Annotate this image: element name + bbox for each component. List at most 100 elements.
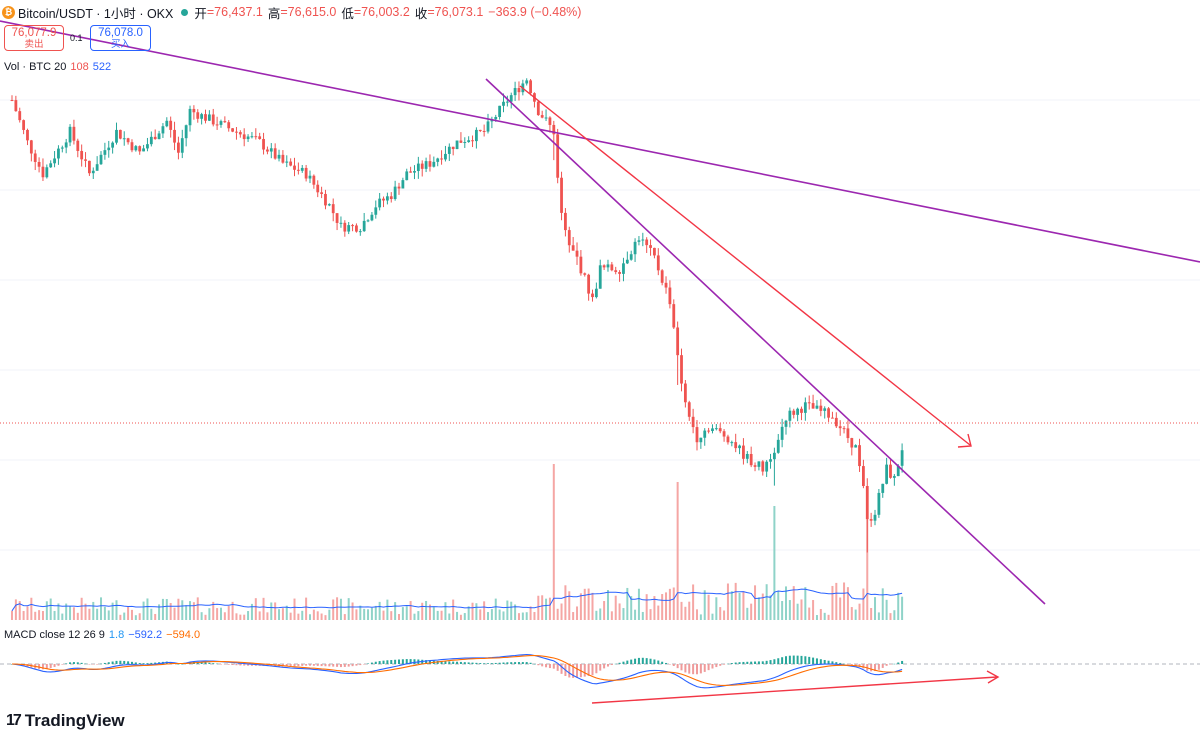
macd-hist-bar	[889, 664, 892, 665]
volume-bar	[30, 597, 33, 620]
macd-hist-bar	[440, 661, 443, 664]
volume-bar	[378, 601, 381, 620]
volume-bar	[312, 609, 315, 620]
candle-body	[540, 115, 544, 118]
macd-hist-bar	[645, 658, 648, 664]
macd-hist-bar	[862, 664, 865, 669]
macd-hist-bar	[568, 664, 571, 678]
volume-bar	[165, 599, 168, 620]
volume-bar	[14, 599, 17, 620]
red-channel-trendline[interactable]	[519, 85, 971, 446]
candle-body	[680, 355, 683, 384]
volume-bar	[390, 611, 393, 620]
volume-bar	[591, 592, 594, 620]
candle-body	[889, 464, 892, 478]
volume-bar	[223, 612, 226, 620]
volume-bar	[192, 602, 195, 620]
candle-body	[900, 450, 904, 466]
candle-body	[358, 231, 362, 233]
purple-channel-trendline[interactable]	[485, 78, 1046, 605]
tradingview-logo[interactable]: 17 TradingView	[6, 711, 125, 731]
volume-bar	[475, 603, 478, 620]
volume-bar	[839, 597, 842, 620]
candle-body	[432, 161, 436, 167]
candle-body	[142, 148, 145, 152]
candle-body	[552, 124, 556, 135]
macd-hist-bar	[827, 660, 830, 664]
candle-body	[745, 453, 749, 459]
candle-body	[18, 111, 22, 121]
sell-button[interactable]: 76,077.9 卖出	[4, 25, 64, 51]
candle-body	[478, 129, 482, 131]
candle-body	[536, 101, 540, 116]
candle-body	[796, 408, 800, 415]
candle-body	[471, 140, 474, 142]
candle-body	[544, 117, 548, 119]
volume-bar	[541, 595, 544, 620]
change-value: −363.9 (−0.48%)	[488, 5, 582, 19]
macd-hist-bar	[53, 664, 56, 667]
volume-bar	[665, 592, 668, 620]
signal-value: −594.0	[166, 629, 201, 641]
candle-body	[76, 140, 80, 151]
candle-body	[57, 148, 60, 159]
macd-hist-bar	[142, 663, 145, 664]
macd-hist-bar	[719, 664, 722, 666]
volume-bar	[757, 597, 760, 620]
purple-long-trendline[interactable]	[0, 20, 1200, 263]
candle-body	[447, 146, 451, 154]
macd-hist-bar	[738, 662, 741, 664]
volume-bar	[610, 611, 613, 620]
symbol-title[interactable]: Bitcoin/USDT · 1小时 · OKX	[18, 6, 174, 21]
volume-bar	[324, 615, 327, 620]
macd-hist-bar	[467, 662, 470, 664]
volume-bar	[874, 597, 877, 620]
macd-divergence-trendline[interactable]	[591, 676, 998, 704]
volume-bar	[398, 613, 400, 620]
candle-body	[699, 437, 703, 443]
candle-body	[784, 420, 788, 427]
candle-body	[649, 245, 652, 248]
candle-body	[571, 245, 575, 251]
volume-bar	[173, 607, 176, 620]
macd-hist-bar	[893, 663, 896, 665]
candle-body	[122, 138, 126, 140]
candle-body	[33, 153, 37, 162]
candle-body	[509, 95, 513, 102]
volume-bar	[637, 588, 640, 620]
volume-bar	[405, 606, 408, 620]
macd-hist-bar	[367, 663, 370, 664]
volume-bar	[730, 591, 733, 620]
macd-arrowhead	[986, 670, 1000, 684]
volume-bar	[92, 601, 95, 620]
macd-hist-bar	[45, 664, 48, 669]
volume-bar	[18, 601, 21, 620]
candle-body	[502, 101, 505, 106]
macd-hist-bar	[676, 664, 679, 669]
volume-bar	[247, 611, 250, 620]
volume-bar	[72, 607, 75, 620]
candle-body	[409, 171, 413, 173]
candle-body	[277, 154, 281, 159]
volume-legend[interactable]: Vol · BTC 20 108 522	[4, 61, 111, 73]
macd-hist-bar	[757, 661, 760, 664]
volume-bar	[479, 609, 482, 620]
candle-body	[146, 144, 149, 149]
volume-bar	[107, 610, 110, 620]
macd-hist-bar	[107, 662, 110, 664]
macd-hist-bar	[324, 664, 327, 667]
volume-bar	[746, 607, 749, 620]
candle-body	[72, 126, 76, 141]
buy-button[interactable]: 76,078.0 买入	[90, 25, 151, 51]
candle-body	[494, 116, 498, 120]
open-label: 开	[194, 6, 207, 21]
candle-body	[827, 408, 830, 418]
volume-bar	[227, 606, 230, 620]
candle-body	[64, 142, 68, 148]
candle-body	[26, 129, 29, 141]
macd-hist-bar	[130, 661, 133, 664]
volume-bar	[235, 613, 238, 620]
macd-legend[interactable]: MACD close 12 26 9 1.8 −592.2 −594.0	[4, 629, 200, 641]
candle-body	[138, 146, 142, 152]
